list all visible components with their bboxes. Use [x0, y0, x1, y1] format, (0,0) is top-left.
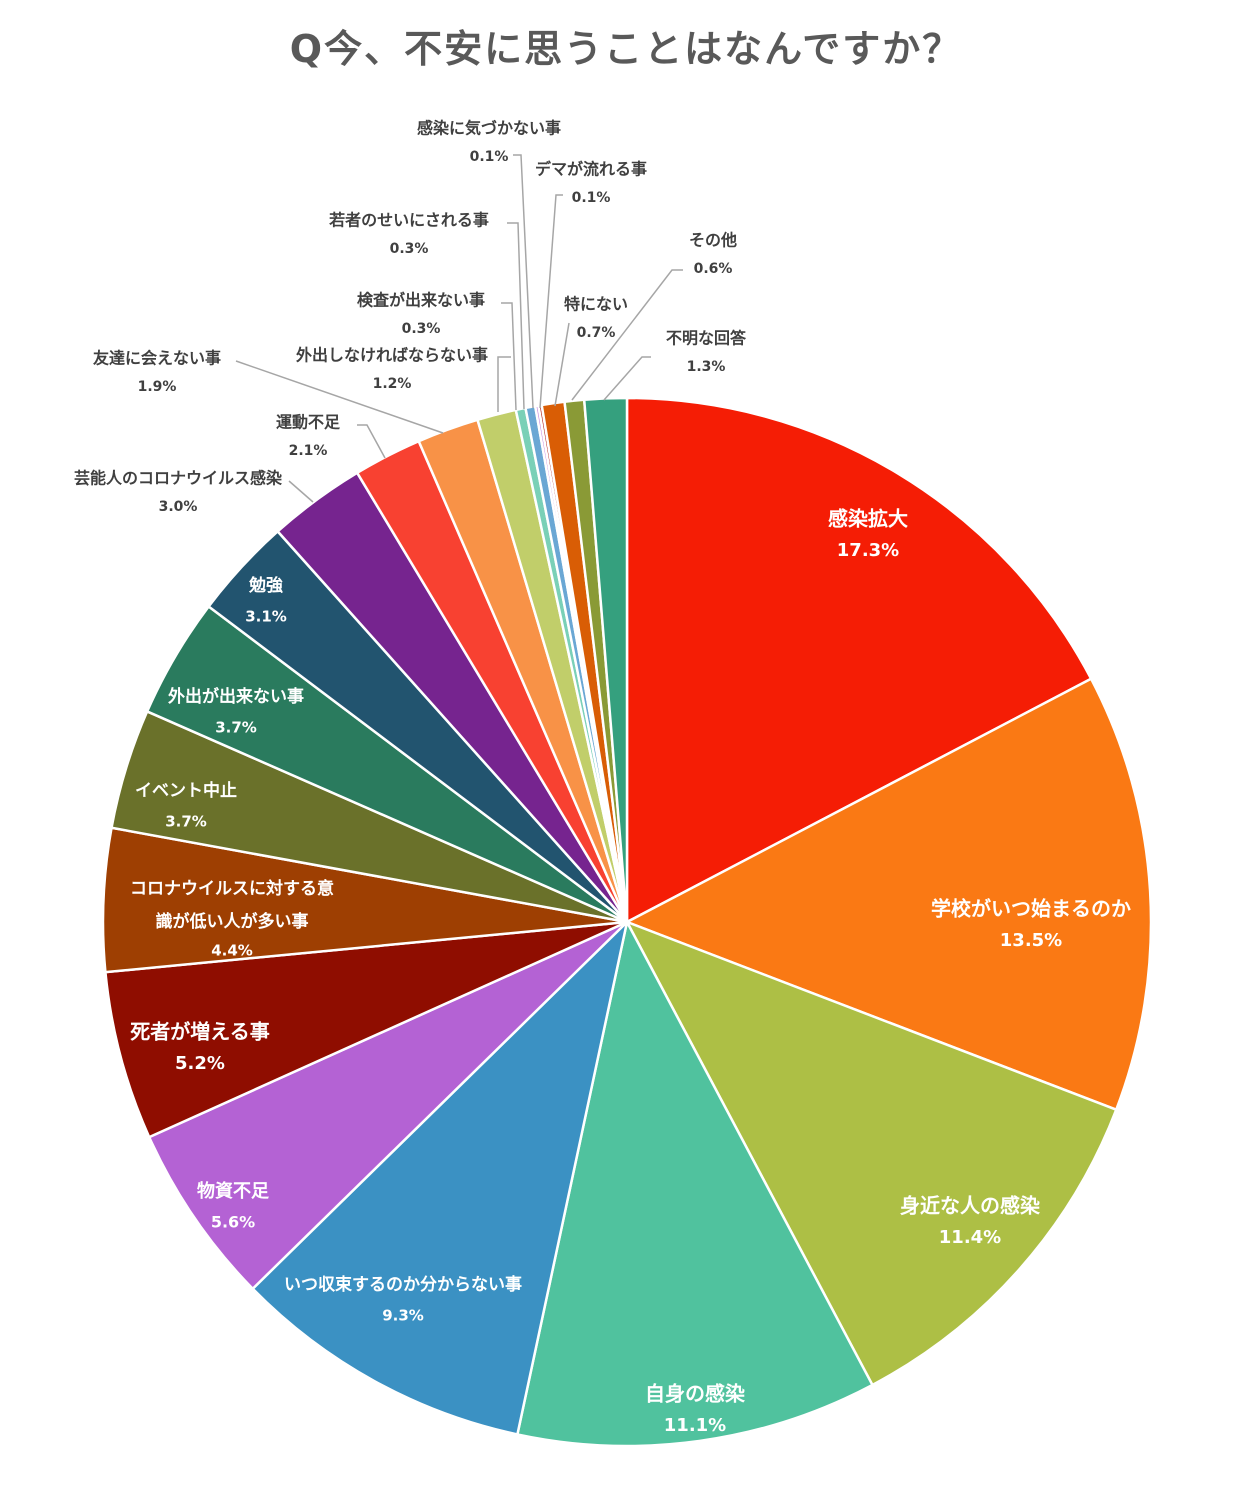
slice-label: 芸能人のコロナウイルス感染 [74, 469, 283, 488]
slice-label: 感染に気づかない事 [417, 119, 561, 138]
slice-value-label: 1.9% [138, 379, 177, 395]
slice-label: イベント中止 [135, 780, 237, 801]
slice-value-label: 0.1% [470, 149, 509, 165]
slice-label: 識が低い人が多い事 [156, 911, 309, 932]
slice-label: 運動不足 [276, 413, 341, 432]
slice-label: 検査が出来ない事 [357, 291, 485, 310]
leader-line [539, 194, 563, 409]
slice-value-label: 4.4% [211, 942, 253, 960]
slice-label: コロナウイルスに対する意 [130, 878, 334, 899]
slice-value-label: 3.1% [245, 608, 287, 626]
slice-value-label: 3.0% [159, 499, 198, 515]
slice-label: 外出が出来ない事 [168, 686, 304, 707]
pie-slice [147, 920, 629, 1290]
slice-label: 身近な人の感染 [900, 1194, 1041, 1218]
slice-value-label: 3.7% [215, 719, 257, 737]
slice-value-label: 0.3% [390, 241, 429, 257]
pie-slice [625, 677, 1153, 1111]
pie-slice [104, 920, 629, 1139]
leader-line [571, 269, 683, 401]
slice-value-label: 11.1% [664, 1415, 726, 1436]
slice-label: 自身の感染 [645, 1382, 746, 1406]
slice-label: いつ収束するのか分からない事 [284, 1274, 522, 1295]
slice-value-label: 1.2% [373, 376, 412, 392]
slice-value-label: 9.3% [382, 1307, 424, 1325]
slice-value-label: 5.2% [175, 1053, 225, 1074]
slice-label: 学校がいつ始まるのか [931, 897, 1131, 921]
leader-line [497, 356, 511, 412]
leader-line [501, 302, 517, 411]
slice-label: 不明な回答 [666, 329, 747, 348]
leader-line [513, 154, 534, 409]
leader-line [554, 322, 570, 407]
slice-value-label: 0.7% [577, 325, 616, 341]
leader-line [288, 480, 314, 503]
slice-label: 死者が増える事 [130, 1020, 269, 1044]
slice-value-label: 3.7% [165, 813, 207, 831]
slice-value-label: 11.4% [939, 1227, 1001, 1248]
pie-slice [625, 920, 1118, 1387]
slice-label: デマが流れる事 [535, 160, 647, 179]
slice-label: 特にない [564, 295, 628, 314]
pie-slice [251, 920, 629, 1436]
leader-line [357, 424, 386, 459]
slice-value-label: 17.3% [837, 540, 899, 561]
slice-value-label: 0.3% [402, 321, 441, 337]
slice-value-label: 5.6% [211, 1213, 255, 1232]
pie-slice [516, 920, 874, 1448]
leader-line [603, 356, 651, 401]
chart-title: Q今、不安に思うことはなんですか？ [289, 27, 963, 71]
slice-value-label: 0.1% [572, 190, 611, 206]
slice-label: 友達に会えない事 [93, 349, 221, 368]
pie-slice [625, 396, 1093, 924]
slice-label: 物資不足 [197, 1180, 269, 1202]
slice-label: 若者のせいにされる事 [328, 211, 489, 230]
slice-label: 外出しなければならない事 [295, 346, 488, 365]
slice-label: その他 [689, 231, 737, 250]
slice-label: 勉強 [248, 575, 283, 596]
slice-value-label: 1.3% [687, 359, 726, 375]
slice-value-label: 2.1% [289, 443, 328, 459]
leader-line [507, 222, 525, 410]
leader-line [235, 360, 444, 434]
slice-value-label: 13.5% [1000, 930, 1062, 951]
slice-label: 感染拡大 [828, 507, 908, 531]
slice-value-label: 0.6% [694, 261, 733, 277]
